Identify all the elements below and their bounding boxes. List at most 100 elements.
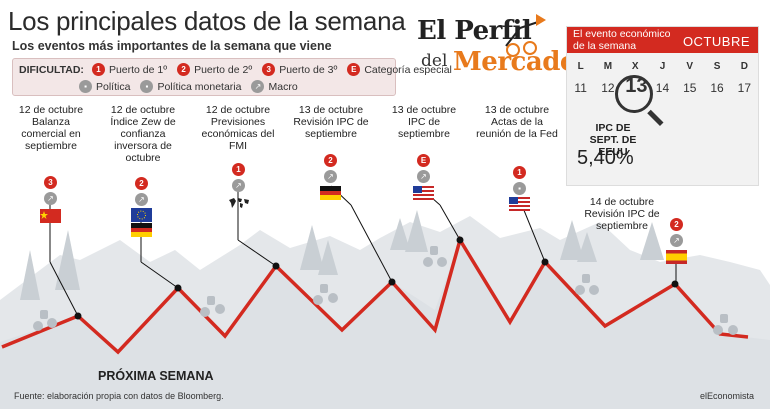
week-label: PRÓXIMA SEMANA <box>98 369 214 383</box>
legend-item-2: 2 Puerto de 2º <box>177 63 252 76</box>
magnifier-icon <box>615 75 653 113</box>
difficulty-badge-icon: 2 <box>324 154 337 167</box>
event-text: Actas de la reunión de la Fed <box>476 116 558 140</box>
tree-group <box>20 210 664 300</box>
usa-flag <box>413 186 434 200</box>
brand-name-line2: Mercado <box>453 47 577 77</box>
macro-icon: ↗ <box>417 170 430 183</box>
difficulty-badge-icon: 2 <box>135 177 148 190</box>
calendar-header-label: El evento económico de la semana <box>573 28 671 52</box>
germany-flag <box>320 186 341 200</box>
china-flag <box>40 209 61 223</box>
event-date: 13 de octubre <box>391 104 457 116</box>
macro-icon: ↗ <box>232 179 245 192</box>
publisher-credit: elEconomista <box>699 391 754 401</box>
calendar-header: El evento económico de la semana OCTUBRE <box>567 27 758 53</box>
legend-item-label: Política <box>96 80 131 93</box>
legend-item-politica-monetaria: ▪ Política monetaria <box>140 80 241 93</box>
spain-flag <box>666 250 687 264</box>
world-map-icon <box>229 198 249 208</box>
politica-icon: ▪ <box>79 80 92 93</box>
macro-icon: ↗ <box>44 192 57 205</box>
calendar-date: 17 <box>737 81 751 95</box>
weekday-label: D <box>740 61 748 72</box>
calendar-date: 14 <box>655 81 670 95</box>
event-text: Previsiones económicas del FMI <box>201 116 275 152</box>
event-4: 13 de octubre Revisión IPC de septiembre <box>290 104 372 140</box>
brand-cyclist-logo <box>505 14 546 57</box>
weekday-label: X <box>631 61 639 72</box>
difficulty-badge-icon: 1 <box>91 63 105 76</box>
magnifier-handle-icon <box>647 109 664 126</box>
difficulty-badge-icon: E <box>417 154 430 167</box>
calendar-weekdays: L M X J V S D <box>567 61 758 72</box>
event-text: Balanza comercial en septiembre <box>21 116 81 152</box>
legend-item-macro: ↗ Macro <box>251 80 298 93</box>
weekday-label: J <box>659 61 666 72</box>
event-date: 14 de octubre <box>589 196 655 208</box>
event-date: 12 de octubre <box>110 104 176 116</box>
event-text: IPC de septiembre <box>398 116 450 140</box>
difficulty-badge-icon: E <box>347 63 361 76</box>
brand-name-line1: El Perfil <box>417 16 532 46</box>
difficulty-badge-icon: 3 <box>44 176 57 189</box>
legend-item-label: Puerto de 2º <box>194 63 253 76</box>
difficulty-badge-icon: 2 <box>177 63 191 76</box>
macro-icon: ↗ <box>135 193 148 206</box>
weekday-label: S <box>713 61 721 72</box>
legend-item-label: Categoría especial <box>364 63 452 76</box>
event-3: 12 de octubre Previsiones económicas del… <box>197 104 279 152</box>
politica-monetaria-icon: ▪ <box>140 80 154 93</box>
legend-label: DIFICULTAD: <box>19 63 84 76</box>
legend-item-1: 1 Puerto de 1º <box>91 63 168 76</box>
difficulty-badge-icon: 3 <box>262 63 276 76</box>
calendar-month: OCTUBRE <box>682 34 750 49</box>
event-text: Revisión IPC de septiembre <box>584 208 660 232</box>
difficulty-badge-icon: 1 <box>513 166 526 179</box>
macro-icon: ↗ <box>251 80 265 93</box>
event-text: Índice Zew de confianza inversora de oct… <box>110 116 176 164</box>
event-date: 13 de octubre <box>298 104 364 116</box>
difficulty-legend: DIFICULTAD: 1 Puerto de 1º 2 Puerto de 2… <box>12 58 452 96</box>
page-title: Los principales datos de la semana <box>8 6 406 36</box>
indicator-label: IPC DE SEPT. DE EEUU <box>589 122 637 158</box>
page-subtitle: Los eventos más importantes de la semana… <box>12 39 332 53</box>
usa-flag <box>509 197 530 211</box>
calendar-date: 16 <box>710 81 724 95</box>
calendar-date: 11 <box>574 81 587 95</box>
weekday-label: L <box>577 61 584 72</box>
macro-icon: ↗ <box>324 170 337 183</box>
mountain-foreground <box>0 240 770 409</box>
calendar-date: 12 <box>601 81 615 95</box>
event-date: 13 de octubre <box>484 104 550 116</box>
macro-icon: ↗ <box>670 234 683 247</box>
event-6: 13 de octubre Actas de la reunión de la … <box>476 104 558 140</box>
germany-flag <box>131 223 152 237</box>
difficulty-badge-icon: 1 <box>232 163 245 176</box>
legend-item-label: Política monetaria <box>157 80 242 93</box>
event-7: 14 de octubre Revisión IPC de septiembre <box>574 196 670 232</box>
route-line <box>1 235 749 355</box>
brand-name-del: del <box>421 51 448 71</box>
legend-item-label: Puerto de 1º <box>108 63 168 76</box>
eu-flag <box>131 208 152 222</box>
event-5: 13 de octubre IPC de septiembre <box>383 104 465 140</box>
event-2: 12 de octubre Índice Zew de confianza in… <box>102 104 184 164</box>
legend-item-label: Puerto de 3º <box>279 63 338 76</box>
cyclist-icon <box>33 246 738 335</box>
indicator-value: 5,40% <box>577 147 634 169</box>
event-calendar: El evento económico de la semana OCTUBRE… <box>566 26 759 186</box>
difficulty-badge-icon: 2 <box>670 218 683 231</box>
event-date: 12 de octubre <box>205 104 271 116</box>
calendar-dates: 11 12 13 14 15 16 17 <box>567 75 758 98</box>
politica-monetaria-icon: ▪ <box>513 182 526 195</box>
legend-item-label: Macro <box>268 80 298 93</box>
event-1: 12 de octubre Balanza comercial en septi… <box>10 104 92 152</box>
event-date: 12 de octubre <box>18 104 84 116</box>
weekday-label: V <box>686 61 694 72</box>
source-note: Fuente: elaboración propia con datos de … <box>14 391 224 401</box>
event-text: Revisión IPC de septiembre <box>293 116 369 140</box>
weekday-label: M <box>603 61 613 72</box>
legend-item-politica: ▪ Política <box>79 80 130 93</box>
